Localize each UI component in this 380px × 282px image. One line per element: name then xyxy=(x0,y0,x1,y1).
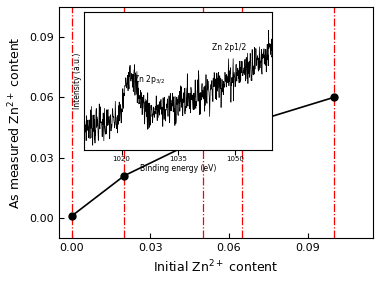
Point xyxy=(239,123,245,128)
Point xyxy=(69,214,75,218)
X-axis label: Initial Zn$^{2+}$ content: Initial Zn$^{2+}$ content xyxy=(153,259,279,275)
Point xyxy=(331,95,337,100)
Point xyxy=(121,173,127,178)
Y-axis label: As measured Zn$^{2+}$ content: As measured Zn$^{2+}$ content xyxy=(7,36,24,209)
Point xyxy=(200,135,206,140)
